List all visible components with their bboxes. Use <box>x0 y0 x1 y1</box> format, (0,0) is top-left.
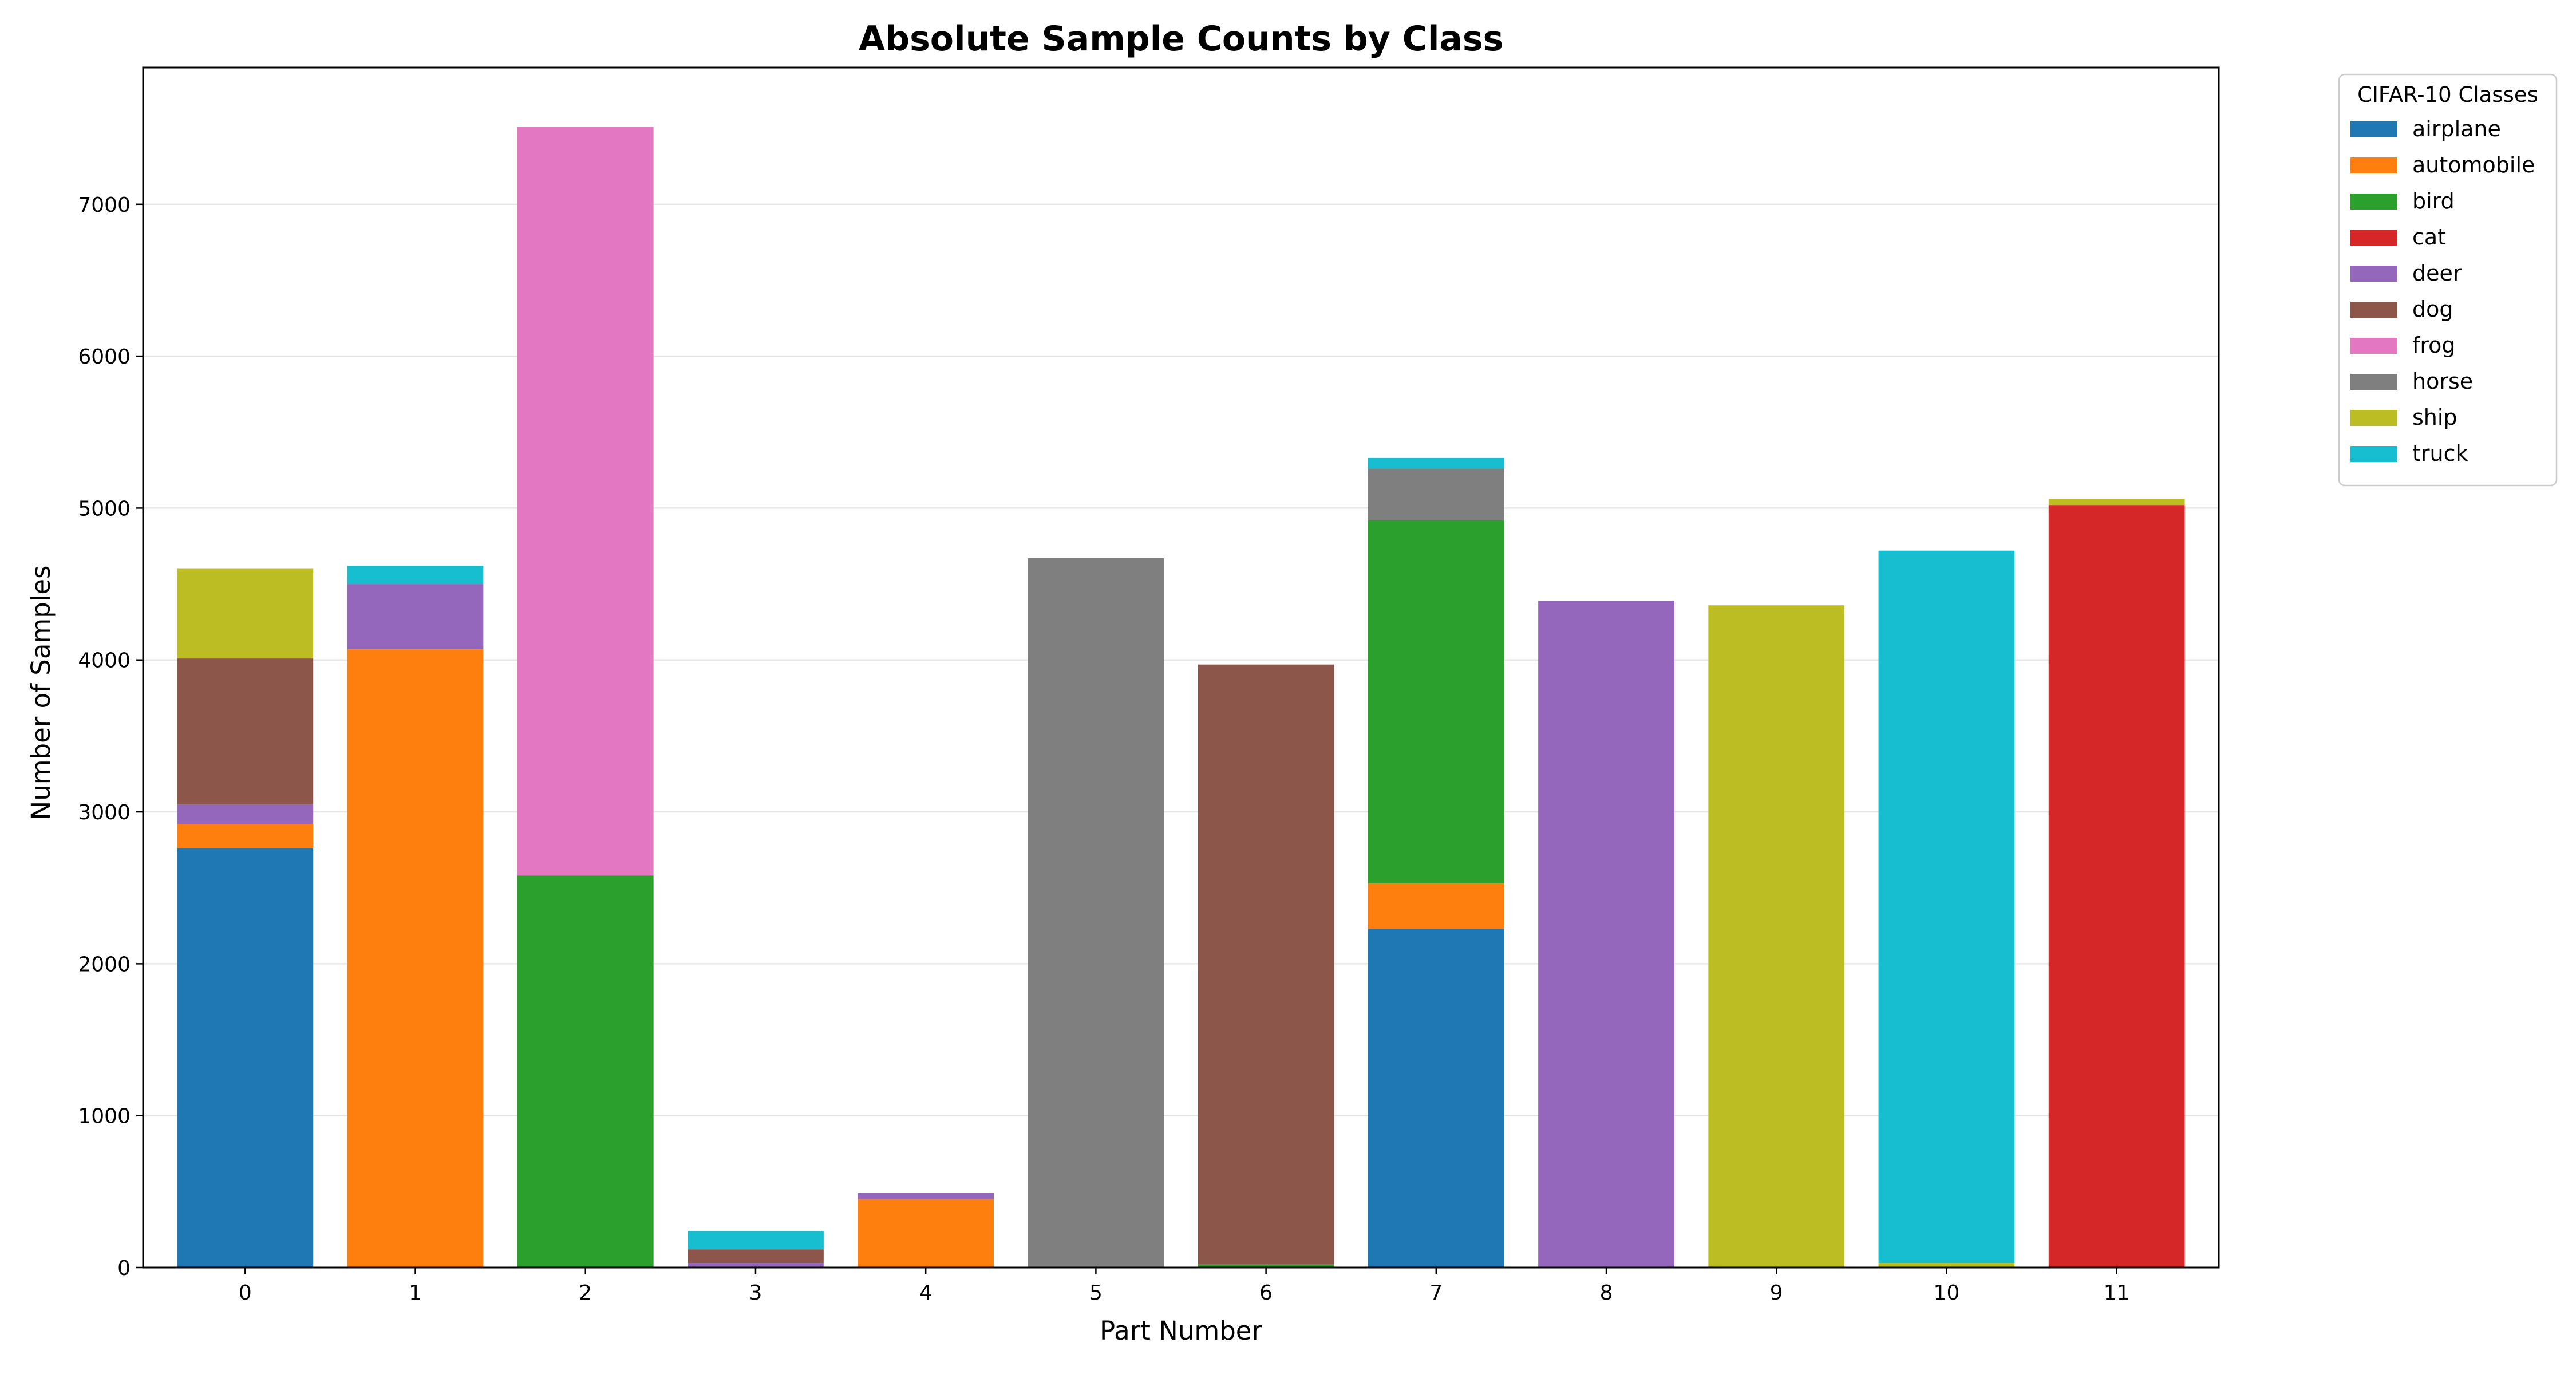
x-tick-label: 2 <box>579 1281 592 1305</box>
chart-title: Absolute Sample Counts by Class <box>859 19 1504 59</box>
legend-label-bird: bird <box>2412 188 2455 214</box>
bar-segment-airplane <box>1368 929 1504 1268</box>
bar-segment-cat <box>2048 505 2185 1268</box>
x-tick-label: 1 <box>409 1281 422 1305</box>
axes: 0 1000 2000 3000 4000 5000 6000 7000 0 1 2 3 4 5 6 7 8 9 1… <box>78 66 2220 1305</box>
x-tick-label: 11 <box>2104 1281 2130 1305</box>
legend-title: CIFAR-10 Classes <box>2357 82 2538 107</box>
legend-label-cat: cat <box>2412 224 2446 250</box>
bar-segment-dog <box>177 658 314 804</box>
y-tick-label: 5000 <box>78 497 131 520</box>
bar-segment-automobile <box>177 824 314 848</box>
legend-swatch-automobile <box>2350 157 2397 173</box>
bar-segment-deer <box>1538 601 1674 1268</box>
x-tick-label: 4 <box>919 1281 933 1305</box>
bar-segment-deer <box>858 1193 994 1199</box>
bar-segment-automobile <box>858 1199 994 1268</box>
legend-label-truck: truck <box>2412 441 2468 466</box>
legend-swatch-truck <box>2350 446 2397 462</box>
legend-swatch-frog <box>2350 338 2397 354</box>
bar-segment-ship <box>1878 1263 2015 1268</box>
bar-segment-ship <box>2048 499 2185 506</box>
legend-label-frog: frog <box>2412 333 2456 358</box>
y-tick-label: 6000 <box>78 345 131 369</box>
grid-lines <box>143 203 2219 1116</box>
bars <box>177 127 2185 1268</box>
bar-segment-deer <box>177 804 314 824</box>
plot-frame <box>142 66 2220 1269</box>
bar-segment-truck <box>347 566 484 585</box>
legend-label-airplane: airplane <box>2412 116 2501 141</box>
bar-segment-deer <box>688 1263 824 1268</box>
bar-segment-automobile <box>347 649 484 1268</box>
bar-segment-bird <box>1368 520 1504 883</box>
bar-segment-truck <box>688 1231 824 1250</box>
bar-segment-horse <box>1368 468 1504 520</box>
legend-label-ship: ship <box>2412 405 2458 430</box>
x-tick-label: 8 <box>1600 1281 1613 1305</box>
y-tick-label: 1000 <box>78 1105 131 1128</box>
legend-label-horse: horse <box>2412 369 2473 394</box>
y-tick-label: 4000 <box>78 649 131 673</box>
x-axis-label: Part Number <box>1100 1316 1262 1346</box>
bar-segment-dog <box>688 1249 824 1264</box>
bar-segment-truck <box>1368 457 1504 469</box>
bar-segment-deer <box>347 584 484 650</box>
legend-label-deer: deer <box>2412 260 2462 286</box>
x-tick-label: 3 <box>749 1281 762 1305</box>
legend-swatch-ship <box>2350 410 2397 426</box>
legend-swatch-airplane <box>2350 121 2397 137</box>
bar-segment-bird <box>517 875 654 1268</box>
x-tick-label: 0 <box>239 1281 252 1305</box>
legend-label-dog: dog <box>2412 297 2453 322</box>
y-tick-label: 3000 <box>78 801 131 824</box>
x-tick-label: 7 <box>1429 1281 1443 1305</box>
bar-segment-bird <box>1198 1264 1334 1268</box>
y-tick-label: 7000 <box>78 194 131 217</box>
x-tick-label: 9 <box>1770 1281 1783 1305</box>
x-tick-label: 5 <box>1089 1281 1103 1305</box>
bar-segment-airplane <box>177 848 314 1268</box>
legend-swatch-horse <box>2350 374 2397 390</box>
bar-segment-ship <box>1708 605 1845 1268</box>
bar-segment-dog <box>1198 664 1334 1265</box>
x-tick-label: 6 <box>1259 1281 1273 1305</box>
bar-segment-ship <box>177 568 314 659</box>
y-axis-label: Number of Samples <box>26 566 56 820</box>
legend-swatch-deer <box>2350 266 2397 282</box>
bar-segment-frog <box>517 127 654 876</box>
legend-swatch-dog <box>2350 302 2397 318</box>
bar-segment-truck <box>1878 550 2015 1264</box>
bar-segment-horse <box>1028 558 1164 1268</box>
legend-label-automobile: automobile <box>2412 152 2535 177</box>
legend: CIFAR-10 Classes airplane automobile bird ca… <box>2338 73 2558 487</box>
y-tick-label: 0 <box>117 1257 131 1280</box>
y-tick-label: 2000 <box>78 953 131 976</box>
legend-swatch-bird <box>2350 194 2397 210</box>
x-tick-label: 10 <box>1934 1281 1960 1305</box>
legend-swatch-cat <box>2350 230 2397 246</box>
bar-segment-automobile <box>1368 883 1504 929</box>
